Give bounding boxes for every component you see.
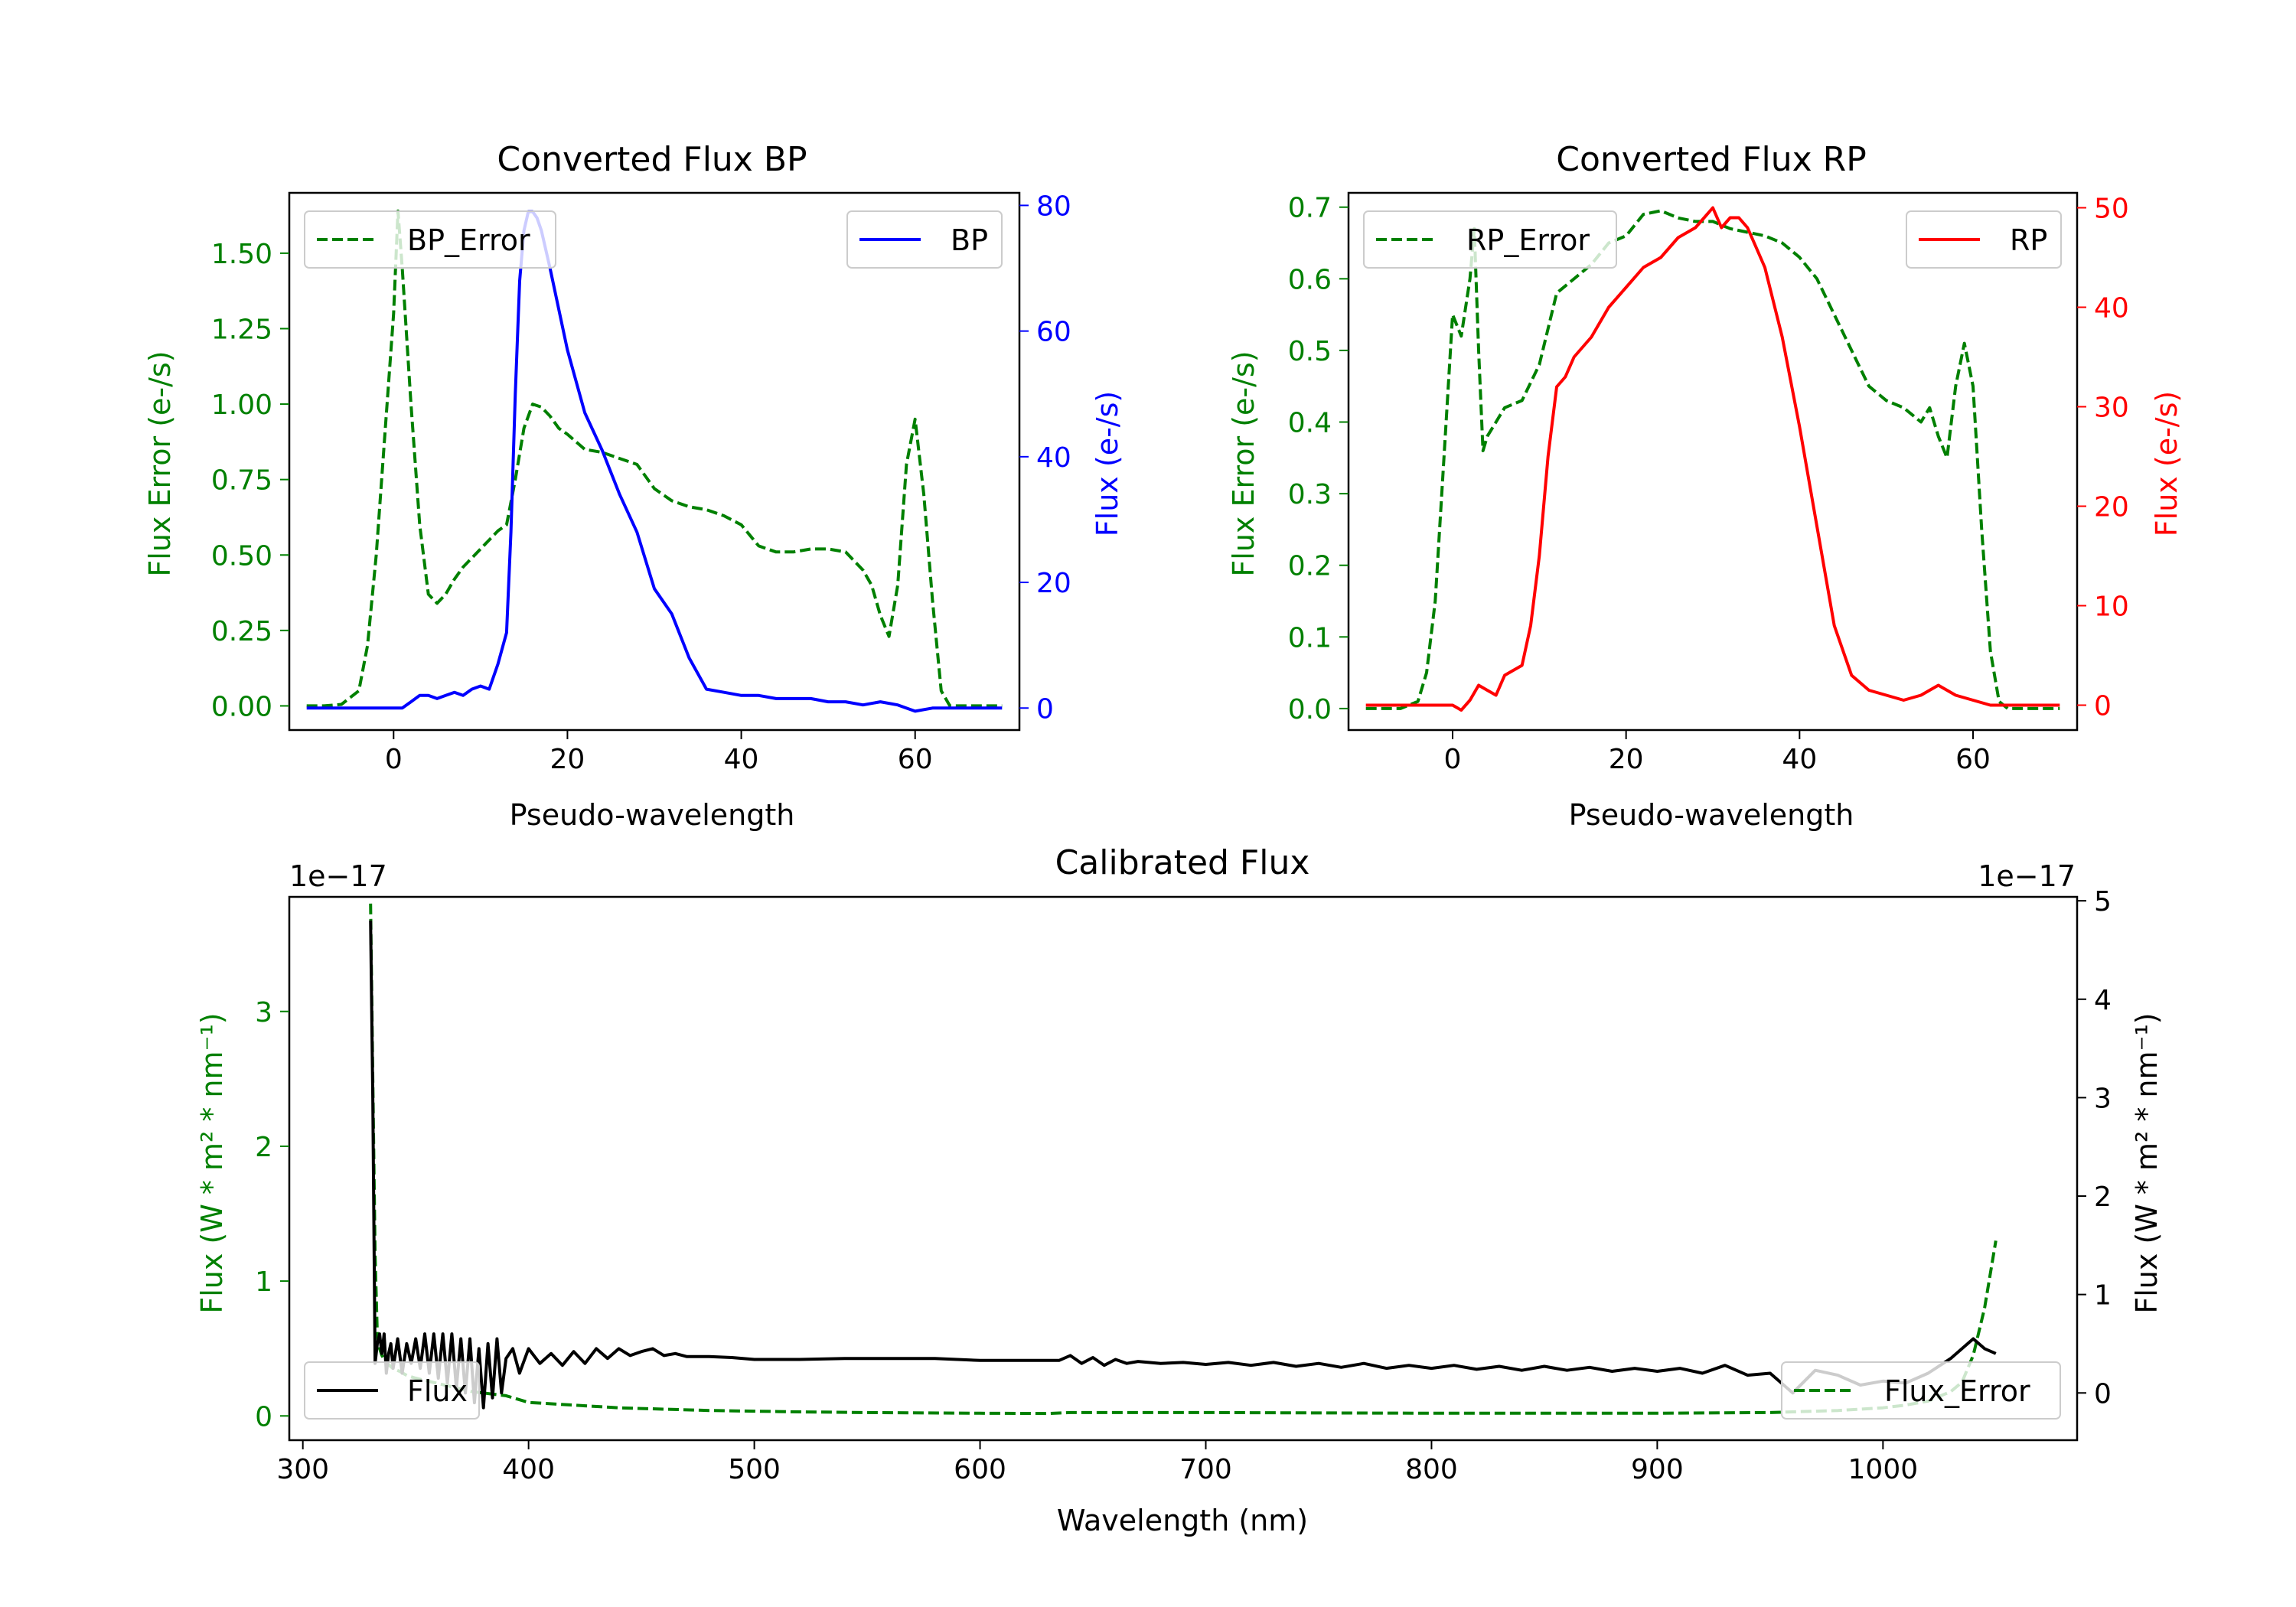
rp-ytick-right-label: 20 xyxy=(2094,492,2129,523)
bp-legend-left: BP_Error xyxy=(304,210,556,269)
calibrated-ytick-right-label: 4 xyxy=(2094,985,2112,1016)
calibrated-legend-right-frame xyxy=(1781,1361,2061,1420)
calibrated-offset-right: 1e−17 xyxy=(1978,859,2076,893)
rp-ytick-left-label: 0.5 xyxy=(1288,336,1332,367)
bp-ytick-right-label: 20 xyxy=(1036,568,1071,599)
calibrated-title: Calibrated Flux xyxy=(1055,843,1310,882)
calibrated-xtick-label: 800 xyxy=(1405,1454,1458,1485)
calibrated-xlabel: Wavelength (nm) xyxy=(1057,1504,1308,1537)
bp-series-bp-error xyxy=(306,209,1003,708)
bp-ytick-left-label: 0.25 xyxy=(211,616,272,647)
bp-plot-area: 0 20 40 60 0.00 0.25 0.50 0.75 1.00 1.25 1.50 0 20 40… xyxy=(211,191,1071,775)
bp-xtick-label: 40 xyxy=(724,744,759,775)
rp-ytick-left-label: 0.2 xyxy=(1288,551,1332,582)
calibrated-ytick-right-label: 1 xyxy=(2094,1280,2112,1312)
calibrated-ytick-right-label: 0 xyxy=(2094,1378,2112,1410)
rp-ytick-left-label: 0.1 xyxy=(1288,622,1332,654)
rp-legend-left-label: RP_Error xyxy=(1466,223,1590,257)
rp-xtick-label: 40 xyxy=(1782,744,1817,775)
calibrated-legend-left: Flux xyxy=(304,1361,480,1420)
rp-ytick-left-label: 0.6 xyxy=(1288,264,1332,295)
rp-xtick-label: 60 xyxy=(1955,744,1991,775)
rp-legend-right-label: RP xyxy=(2010,223,2047,257)
calibrated-ytick-left-label: 1 xyxy=(255,1266,272,1298)
bp-legend-right: BP xyxy=(846,210,1003,269)
rp-legend-right-frame xyxy=(1906,210,2062,269)
calibrated-legend-right-label: Flux_Error xyxy=(1884,1374,2030,1408)
rp-ylabel-left: Flux Error (e-/s) xyxy=(1227,350,1261,576)
rp-ytick-right-label: 30 xyxy=(2094,393,2129,424)
rp-axes-frame xyxy=(1347,191,2079,732)
rp-series-rp xyxy=(1365,206,2060,712)
bp-ylabel-left: Flux Error (e-/s) xyxy=(143,350,177,576)
calibrated-ytick-left-label: 0 xyxy=(255,1401,272,1433)
rp-ytick-left-label: 0.7 xyxy=(1288,193,1332,224)
rp-title: Converted Flux RP xyxy=(1556,140,1867,179)
calibrated-ytick-right-label: 3 xyxy=(2094,1083,2112,1114)
calibrated-xtick-label: 900 xyxy=(1631,1454,1684,1485)
rp-xtick-label: 20 xyxy=(1609,744,1644,775)
calibrated-ylabel-left: Flux (W * m² * nm⁻¹) xyxy=(195,1012,229,1313)
calibrated-xtick-label: 300 xyxy=(276,1454,329,1485)
bp-ytick-left-label: 0.50 xyxy=(211,540,272,572)
bp-legend-right-frame xyxy=(846,210,1003,269)
bp-ytick-right-label: 40 xyxy=(1036,442,1071,474)
bp-ytick-left-label: 1.50 xyxy=(211,239,272,270)
rp-legend-left-frame xyxy=(1363,210,1617,269)
calibrated-xtick-label: 700 xyxy=(1179,1454,1232,1485)
bp-panel: Converted Flux BP Pseudo-wavelength Flux… xyxy=(143,140,1124,832)
calibrated-ytick-right-label: 2 xyxy=(2094,1182,2112,1213)
rp-legend-right: RP xyxy=(1906,210,2062,269)
bp-ytick-left-label: 0.75 xyxy=(211,465,272,497)
rp-ylabel-right: Flux (e-/s) xyxy=(2150,391,2183,536)
rp-ytick-right-label: 40 xyxy=(2094,293,2129,324)
rp-legend-left: RP_Error xyxy=(1363,210,1617,269)
calibrated-legend-right: Flux_Error xyxy=(1781,1361,2061,1420)
calibrated-xtick-label: 600 xyxy=(954,1454,1006,1485)
rp-ytick-right-label: 0 xyxy=(2094,691,2112,722)
calibrated-legend-left-label: Flux xyxy=(407,1374,468,1408)
rp-ytick-left-label: 0.4 xyxy=(1288,408,1332,439)
bp-xtick-label: 20 xyxy=(550,744,585,775)
bp-legend-right-label: BP xyxy=(951,223,988,257)
calibrated-legend-left-frame xyxy=(304,1361,480,1420)
calibrated-offset-left: 1e−17 xyxy=(289,859,387,893)
bp-ytick-left-label: 1.25 xyxy=(211,314,272,345)
bp-legend-left-label: BP_Error xyxy=(407,223,530,257)
rp-xlabel: Pseudo-wavelength xyxy=(1569,798,1854,832)
bp-ylabel-right: Flux (e-/s) xyxy=(1091,391,1124,536)
rp-ytick-right-label: 50 xyxy=(2094,194,2129,225)
bp-xlabel: Pseudo-wavelength xyxy=(510,798,795,832)
rp-panel: Converted Flux RP Pseudo-wavelength Flux… xyxy=(1227,140,2183,832)
rp-plot-area: 0 20 40 60 0.0 0.1 0.2 0.3 0.4 0.5 0.6 0.7 0 10 20 30 40… xyxy=(1288,191,2129,775)
calibrated-axes-frame xyxy=(288,895,2079,1442)
bp-ytick-right-label: 0 xyxy=(1036,693,1054,725)
calibrated-ytick-left-label: 3 xyxy=(255,997,272,1028)
rp-ytick-right-label: 10 xyxy=(2094,592,2129,623)
bp-ytick-left-label: 0.00 xyxy=(211,691,272,722)
bp-ytick-left-label: 1.00 xyxy=(211,390,272,421)
rp-ytick-left-label: 0.3 xyxy=(1288,479,1332,510)
rp-xtick-label: 0 xyxy=(1444,744,1462,775)
calibrated-xtick-label: 500 xyxy=(728,1454,781,1485)
calibrated-xtick-label: 400 xyxy=(502,1454,555,1485)
calibrated-ytick-left-label: 2 xyxy=(255,1132,272,1163)
calibrated-ytick-right-label: 5 xyxy=(2094,886,2112,918)
calibrated-ylabel-right: Flux (W * m² * nm⁻¹) xyxy=(2130,1012,2164,1313)
bp-axes-frame xyxy=(288,191,1021,732)
rp-ytick-left-label: 0.0 xyxy=(1288,694,1332,725)
bp-xtick-label: 60 xyxy=(898,744,933,775)
bp-title: Converted Flux BP xyxy=(497,140,807,179)
rp-series-rp-error xyxy=(1365,209,2060,710)
calibrated-panel: Calibrated Flux 1e−17 1e−17 Wavelength (… xyxy=(195,843,2164,1537)
bp-ytick-right-label: 80 xyxy=(1036,191,1071,222)
bp-legend-left-frame xyxy=(304,210,556,269)
bp-xtick-label: 0 xyxy=(385,744,403,775)
bp-ytick-right-label: 60 xyxy=(1036,317,1071,348)
calibrated-xtick-label: 1000 xyxy=(1848,1454,1919,1485)
